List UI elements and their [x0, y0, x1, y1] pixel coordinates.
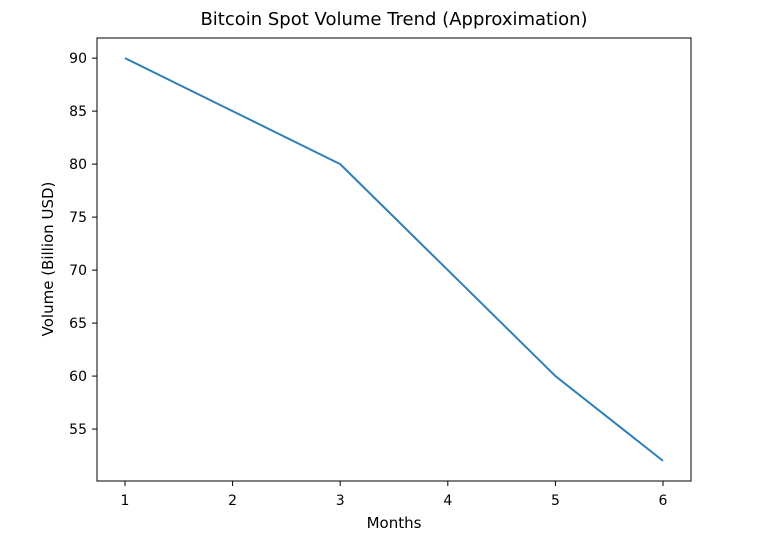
y-tick-label: 85 — [69, 104, 87, 120]
x-tick-label: 5 — [551, 493, 560, 509]
plot-frame — [96, 37, 692, 482]
y-tick-label: 70 — [69, 263, 87, 279]
y-tick-label: 75 — [69, 210, 87, 226]
chart-title: Bitcoin Spot Volume Trend (Approximation… — [200, 9, 587, 30]
x-axis-label: Months — [367, 514, 422, 532]
y-tick-label: 90 — [69, 51, 87, 67]
x-axis-ticks: 1 2 3 4 5 6 — [121, 481, 668, 509]
series-layer — [124, 57, 664, 462]
x-tick-label: 4 — [443, 493, 452, 509]
y-axis-ticks: 55 60 65 70 75 80 85 90 — [69, 51, 97, 438]
x-tick-label: 1 — [121, 493, 130, 509]
y-tick-label: 55 — [69, 422, 87, 438]
y-axis-label: Volume (Billion USD) — [39, 182, 57, 337]
x-tick-label: 6 — [659, 493, 668, 509]
x-tick-label: 3 — [336, 493, 345, 509]
x-tick-label: 2 — [228, 493, 237, 509]
y-tick-label: 80 — [69, 157, 87, 173]
y-tick-label: 65 — [69, 316, 87, 332]
series-line-1 — [124, 57, 664, 462]
plot-area: 1 2 3 4 5 6 55 60 65 70 75 80 85 90 — [69, 37, 692, 509]
y-tick-label: 60 — [69, 369, 87, 385]
